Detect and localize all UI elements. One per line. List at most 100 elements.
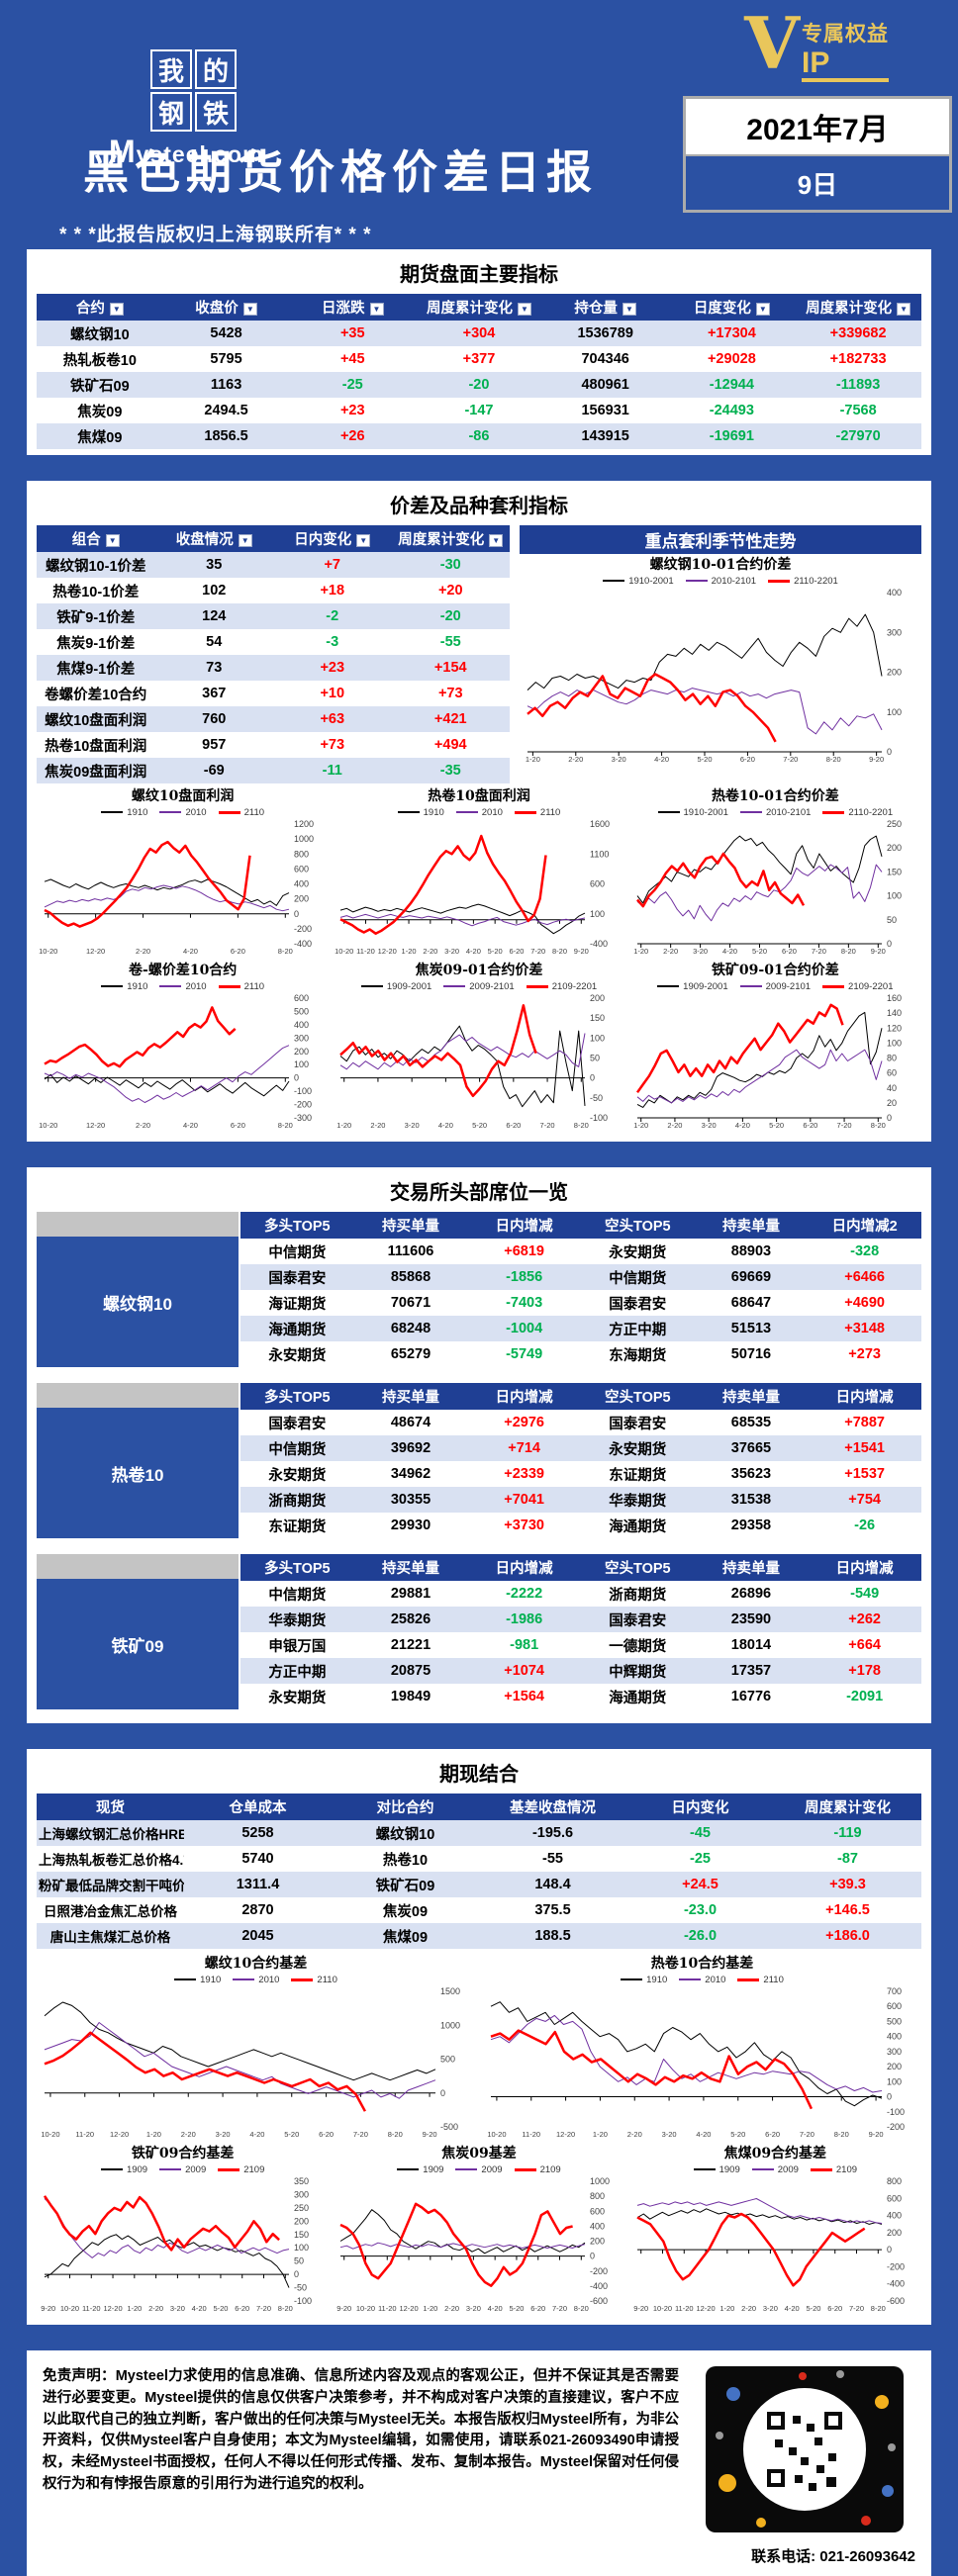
svg-text:2-20: 2-20 <box>181 2130 196 2139</box>
table-cell: 68535 <box>730 1415 772 1430</box>
svg-text:5-20: 5-20 <box>488 947 503 956</box>
chart-series-2110 <box>490 2029 814 2110</box>
legend-swatch <box>822 984 845 988</box>
svg-text:3-20: 3-20 <box>693 947 708 956</box>
table-cell: 1163 <box>210 377 242 393</box>
table-cell: 35 <box>206 557 223 573</box>
filter-dropdown-icon[interactable]: ▼ <box>242 302 257 316</box>
table-cell: -26 <box>854 1518 876 1533</box>
filter-dropdown-icon[interactable]: ▼ <box>755 302 770 316</box>
table-cell: 69669 <box>730 1269 772 1285</box>
table-cell: +178 <box>848 1663 881 1679</box>
table-cell: +7041 <box>504 1492 544 1508</box>
filter-dropdown-icon[interactable]: ▼ <box>109 302 124 316</box>
filter-dropdown-icon[interactable]: ▼ <box>369 302 384 316</box>
table-cell: 85868 <box>390 1269 431 1285</box>
legend-item: 2010 <box>679 1975 725 1985</box>
chart-legend: 1909 2009 2109 <box>629 2162 921 2176</box>
svg-text:1-20: 1-20 <box>526 755 540 764</box>
table-cell: 124 <box>202 608 227 624</box>
table-row: 粉矿最低品牌交割干吨价格 1311.4 铁矿石09 148.4 +24.5 +39.3 <box>37 1872 921 1897</box>
legend-item: 1909-2001 <box>657 981 728 992</box>
table-cell: 焦煤09 <box>77 429 123 446</box>
logo-char: 的 <box>195 49 237 89</box>
svg-text:350: 350 <box>294 2176 309 2186</box>
column-header: 周度累计变化 <box>774 1794 921 1820</box>
filter-dropdown-icon[interactable]: ▼ <box>897 302 911 316</box>
legend-label: 1910 <box>200 1974 222 1985</box>
chart-plot: 350 300 250 200 150 100 50 0 -50 -100 9-20 10-20 11-… <box>41 2176 312 2313</box>
filter-dropdown-icon[interactable]: ▼ <box>105 533 120 547</box>
table-cell: +664 <box>848 1637 881 1653</box>
chart-plot: 1000 800 600 400 200 0 -200 -400 -600 9-20 10-20 11… <box>337 2176 611 2313</box>
chart-series-1910-2001 <box>527 613 883 690</box>
table-cell: +1074 <box>504 1663 544 1679</box>
table-cell: +17304 <box>707 325 756 341</box>
svg-text:1-20: 1-20 <box>402 947 417 956</box>
column-header: 收盘价 ▼ <box>162 294 290 321</box>
legend-swatch <box>360 985 383 987</box>
seat-corner-cell <box>37 1554 239 1579</box>
table-cell: 焦炭09盘面利润 <box>45 764 147 781</box>
seat-table-ironore: 多头TOP5 持买单量 日内增减 空头TOP5 持卖单量 日内增减 中信期货 29881 -22… <box>240 1554 921 1709</box>
table-cell: 东证期货 <box>609 1467 667 1484</box>
filter-dropdown-icon[interactable]: ▼ <box>622 302 636 316</box>
table-cell: -35 <box>439 763 461 779</box>
svg-text:8-20: 8-20 <box>278 1121 293 1130</box>
svg-text:10-20: 10-20 <box>487 2130 506 2139</box>
svg-text:5-20: 5-20 <box>752 947 767 956</box>
chart-title: 热卷10盘面利润 <box>428 788 530 804</box>
legend-item: 2110 <box>218 981 264 992</box>
table-cell: 浙商期货 <box>609 1587 667 1604</box>
svg-text:500: 500 <box>887 2016 902 2026</box>
seat-corner-cell <box>37 1383 239 1408</box>
table-cell: -3 <box>326 634 339 650</box>
legend-item: 2009 <box>159 2164 206 2175</box>
section-basis: 期现结合 现货 仓单成本 对比合约 基差收盘情况 日内变化 周度累计变化 上海螺纹钢汇总价格… <box>27 1749 931 2325</box>
table-row: 铁矿石09 1163 -25 -20 480961 -12944 -11893 <box>37 372 921 398</box>
table-cell: +3730 <box>504 1518 544 1533</box>
chart-series-1910 <box>340 903 586 935</box>
chart-iron-09-01-spread: 铁矿09-01合约价差 1909-2001 2009-2101 2109-2201 16… <box>629 962 921 1132</box>
table-cell: +23 <box>339 403 365 418</box>
table-cell: +146.5 <box>825 1902 870 1918</box>
filter-dropdown-icon[interactable]: ▼ <box>238 533 252 547</box>
svg-text:1000: 1000 <box>440 2020 460 2030</box>
table-cell: 704346 <box>581 351 629 367</box>
svg-text:9-20: 9-20 <box>870 947 885 956</box>
svg-text:2-20: 2-20 <box>136 1121 150 1130</box>
vip-privilege-label: 专属权益 <box>802 23 889 46</box>
svg-text:11-20: 11-20 <box>75 2130 94 2139</box>
table-cell: -1004 <box>506 1321 543 1336</box>
svg-text:300: 300 <box>294 2189 309 2199</box>
table-row: 华泰期货 25826 -1986 国泰君安 23590 +262 <box>240 1607 921 1632</box>
chart-series-2010-2101 <box>636 864 883 922</box>
table-cell: 国泰君安 <box>609 1296 667 1313</box>
filter-dropdown-icon[interactable]: ▼ <box>517 302 531 316</box>
table-cell: 19849 <box>390 1689 431 1704</box>
legend-label: 1909-2001 <box>386 980 432 992</box>
chart-title: 铁矿09合约基差 <box>131 2146 235 2162</box>
filter-dropdown-icon[interactable]: ▼ <box>356 533 371 547</box>
legend-swatch <box>603 580 625 582</box>
legend-swatch <box>526 984 548 988</box>
table-cell: +45 <box>339 351 365 367</box>
svg-text:6-20: 6-20 <box>782 947 797 956</box>
svg-text:150: 150 <box>887 867 902 876</box>
legend-label: 2109-2201 <box>848 980 894 992</box>
table-cell: 中信期货 <box>268 1441 327 1458</box>
legend-item: 1909 <box>397 2164 443 2175</box>
table-cell: +1541 <box>844 1440 885 1456</box>
table-cell: 中信期货 <box>609 1270 667 1287</box>
svg-text:50: 50 <box>294 2256 304 2266</box>
table-cell: +10 <box>320 686 345 701</box>
legend-swatch <box>621 1978 643 1980</box>
legend-item: 2010 <box>233 1975 279 1985</box>
table-cell: +23 <box>320 660 345 676</box>
svg-text:7-20: 7-20 <box>849 2304 864 2313</box>
svg-text:11-20: 11-20 <box>675 2304 694 2313</box>
chart-series-2010 <box>44 884 290 912</box>
filter-dropdown-icon[interactable]: ▼ <box>489 533 504 547</box>
legend-label: 2110 <box>763 1974 784 1985</box>
legend-label: 2010 <box>705 1974 726 1985</box>
